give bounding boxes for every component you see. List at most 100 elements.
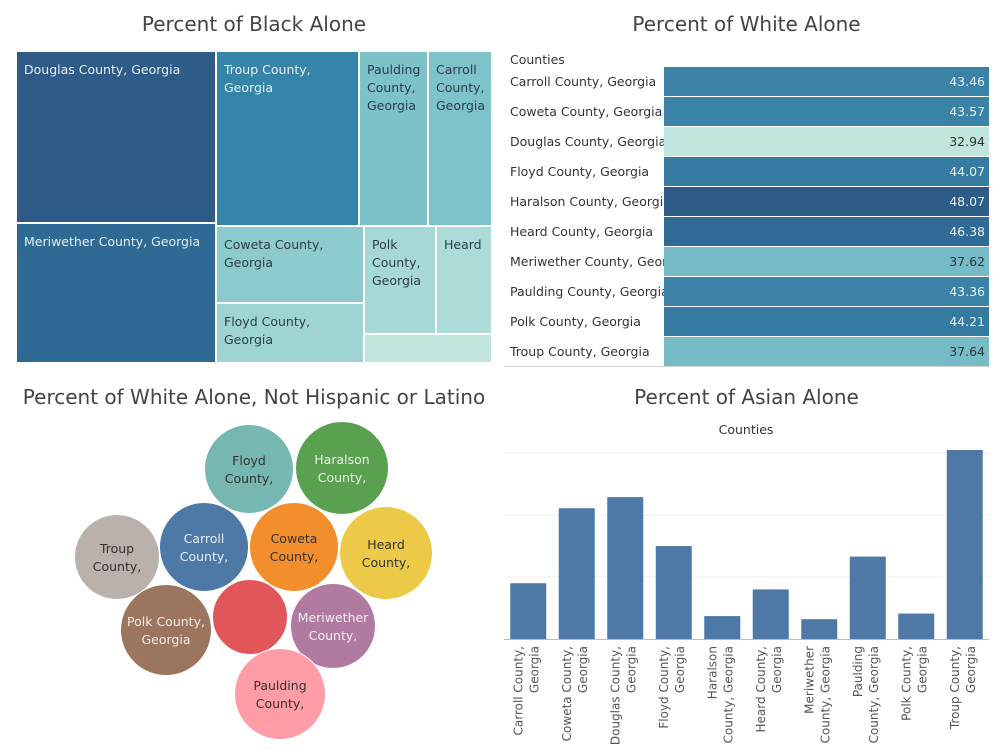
x-tick-label: Heard County, (754, 646, 768, 732)
treemap-cell[interactable]: Paulding County, Georgia (359, 51, 428, 226)
bubble-label: County, (255, 696, 305, 711)
x-tick-label: Georgia (576, 646, 590, 693)
bubble-label: County, (224, 471, 274, 486)
table-column-header: Counties (510, 52, 565, 67)
bar-chart-asian-alone: Counties Carroll County, Georgia Coweta Co… (504, 410, 989, 750)
x-tick-label: Carroll County, (511, 646, 525, 736)
bubble-label: Polk County, (127, 614, 205, 629)
table-row[interactable]: Paulding County, Georgia 43.36 (504, 277, 989, 307)
table-cell: 48.07 (664, 187, 989, 216)
table-cell-value: 37.64 (949, 344, 985, 359)
treemap-cell-label: Heard (444, 237, 482, 252)
bubble[interactable]: Coweta County, (249, 502, 339, 592)
bubble[interactable]: Haralson County, (295, 421, 389, 515)
table-row-label: Floyd County, Georgia (510, 164, 650, 179)
bar[interactable] (752, 589, 789, 639)
treemap-cell-label: Coweta County, Georgia (224, 237, 324, 270)
table-cell-value: 48.07 (949, 194, 985, 209)
bar[interactable] (558, 508, 595, 639)
bubble-label: Floyd (232, 453, 266, 468)
treemap-cell[interactable]: Meriwether County, Georgia (16, 223, 216, 363)
table-cell: 44.07 (664, 157, 989, 186)
x-tick-label: Meriwether (802, 646, 816, 714)
x-tick-label: County, Georgia (818, 646, 832, 743)
x-tick-label: Douglas County, (608, 646, 622, 745)
treemap-cell[interactable] (364, 334, 492, 363)
treemap-cell[interactable]: Coweta County, Georgia (216, 226, 364, 303)
bar[interactable] (801, 619, 838, 639)
treemap-cell-label: Paulding County, Georgia (367, 62, 421, 113)
table-cell-value: 43.57 (949, 104, 985, 119)
heatmap-title: Percent of White Alone (632, 12, 861, 36)
x-tick-label: Polk County, (899, 646, 913, 721)
bubble[interactable]: Heard County, (339, 506, 433, 600)
x-tick-label: County, Georgia (867, 646, 881, 743)
x-tick-label: Troup County, (948, 646, 962, 730)
bubble[interactable]: Polk County, Georgia (120, 584, 212, 676)
bubble[interactable]: Carroll County, (159, 502, 249, 592)
table-row[interactable]: Heard County, Georgia 46.38 (504, 217, 989, 247)
bar[interactable] (607, 497, 644, 639)
bar[interactable] (898, 613, 935, 639)
bar[interactable] (946, 450, 983, 639)
x-tick-label: Georgia (770, 646, 784, 693)
treemap-cell[interactable]: Carroll County, Georgia (428, 51, 492, 226)
table-white-alone: Counties Carroll County, Georgia 43.46 Cow… (504, 50, 989, 368)
treemap-cell-label: Troup County, Georgia (224, 62, 311, 95)
treemap-cell[interactable]: Floyd County, Georgia (216, 303, 364, 363)
bubble-label: Haralson (314, 452, 370, 467)
table-cell: 46.38 (664, 217, 989, 246)
x-tick-label: Georgia (527, 646, 541, 693)
table-cell-value: 37.62 (949, 254, 985, 269)
table-cell: 43.46 (664, 67, 989, 96)
table-row-label: Heard County, Georgia (510, 224, 654, 239)
table-cell-value: 44.21 (949, 314, 985, 329)
table-row[interactable]: Haralson County, Georgia 48.07 (504, 187, 989, 217)
table-row[interactable]: Troup County, Georgia 37.64 (504, 337, 989, 367)
table-cell-value: 43.36 (949, 284, 985, 299)
table-cell: 43.36 (664, 277, 989, 306)
table-row-label: Meriwether County, Geor.. (510, 254, 675, 269)
table-cell: 37.64 (664, 337, 989, 366)
bubble[interactable]: Troup County, (74, 514, 160, 600)
bubble[interactable]: Paulding County, (234, 648, 326, 740)
table-row[interactable]: Carroll County, Georgia 43.46 (504, 67, 989, 97)
treemap-black-alone: Douglas County, Georgia Meriwether Count… (16, 51, 492, 363)
treemap-title: Percent of Black Alone (141, 12, 367, 36)
table-row-label: Douglas County, Georgia (510, 134, 667, 149)
bar[interactable] (704, 616, 741, 639)
table-cell: 43.57 (664, 97, 989, 126)
bar-chart-svg: Counties Carroll County, Georgia Coweta Co… (504, 422, 989, 745)
bubble-label: Georgia (141, 632, 191, 647)
x-tick-label: Georgia (624, 646, 638, 693)
treemap-cell[interactable]: Polk County, Georgia (364, 226, 436, 334)
bar[interactable] (510, 583, 547, 639)
bubble-label: Paulding (253, 678, 307, 693)
bar-chart-header: Counties (719, 422, 774, 437)
table-row[interactable]: Polk County, Georgia 44.21 (504, 307, 989, 337)
treemap-cell-label: Polk County, Georgia (372, 237, 422, 288)
treemap-cell-label: Douglas County, Georgia (24, 62, 181, 77)
table-row-label: Coweta County, Georgia (510, 104, 663, 119)
table-row-label: Carroll County, Georgia (510, 74, 657, 89)
treemap-cell[interactable]: Heard (436, 226, 492, 334)
table-row[interactable]: Coweta County, Georgia 43.57 (504, 97, 989, 127)
bubble[interactable]: Floyd County, (204, 424, 294, 514)
table-row-label: Polk County, Georgia (510, 314, 641, 329)
treemap-cell[interactable]: Troup County, Georgia (216, 51, 359, 226)
table-row-label: Haralson County, Georgia (510, 194, 671, 209)
x-tick-label: Georgia (915, 646, 929, 693)
bar[interactable] (655, 546, 692, 639)
table-cell-value: 43.46 (949, 74, 985, 89)
table-row[interactable]: Douglas County, Georgia 32.94 (504, 127, 989, 157)
bubble-label: County, (269, 549, 319, 564)
table-cell-value: 32.94 (949, 134, 985, 149)
treemap-cell[interactable]: Douglas County, Georgia (16, 51, 216, 223)
bar[interactable] (849, 556, 886, 639)
bubble[interactable] (212, 579, 288, 655)
x-tick-label: County, Georgia (721, 646, 735, 743)
table-row[interactable]: Floyd County, Georgia 44.07 (504, 157, 989, 187)
treemap-cell-label: Floyd County, Georgia (224, 314, 311, 347)
bubble-label: Meriwether (297, 610, 369, 625)
table-row[interactable]: Meriwether County, Geor.. 37.62 (504, 247, 989, 277)
